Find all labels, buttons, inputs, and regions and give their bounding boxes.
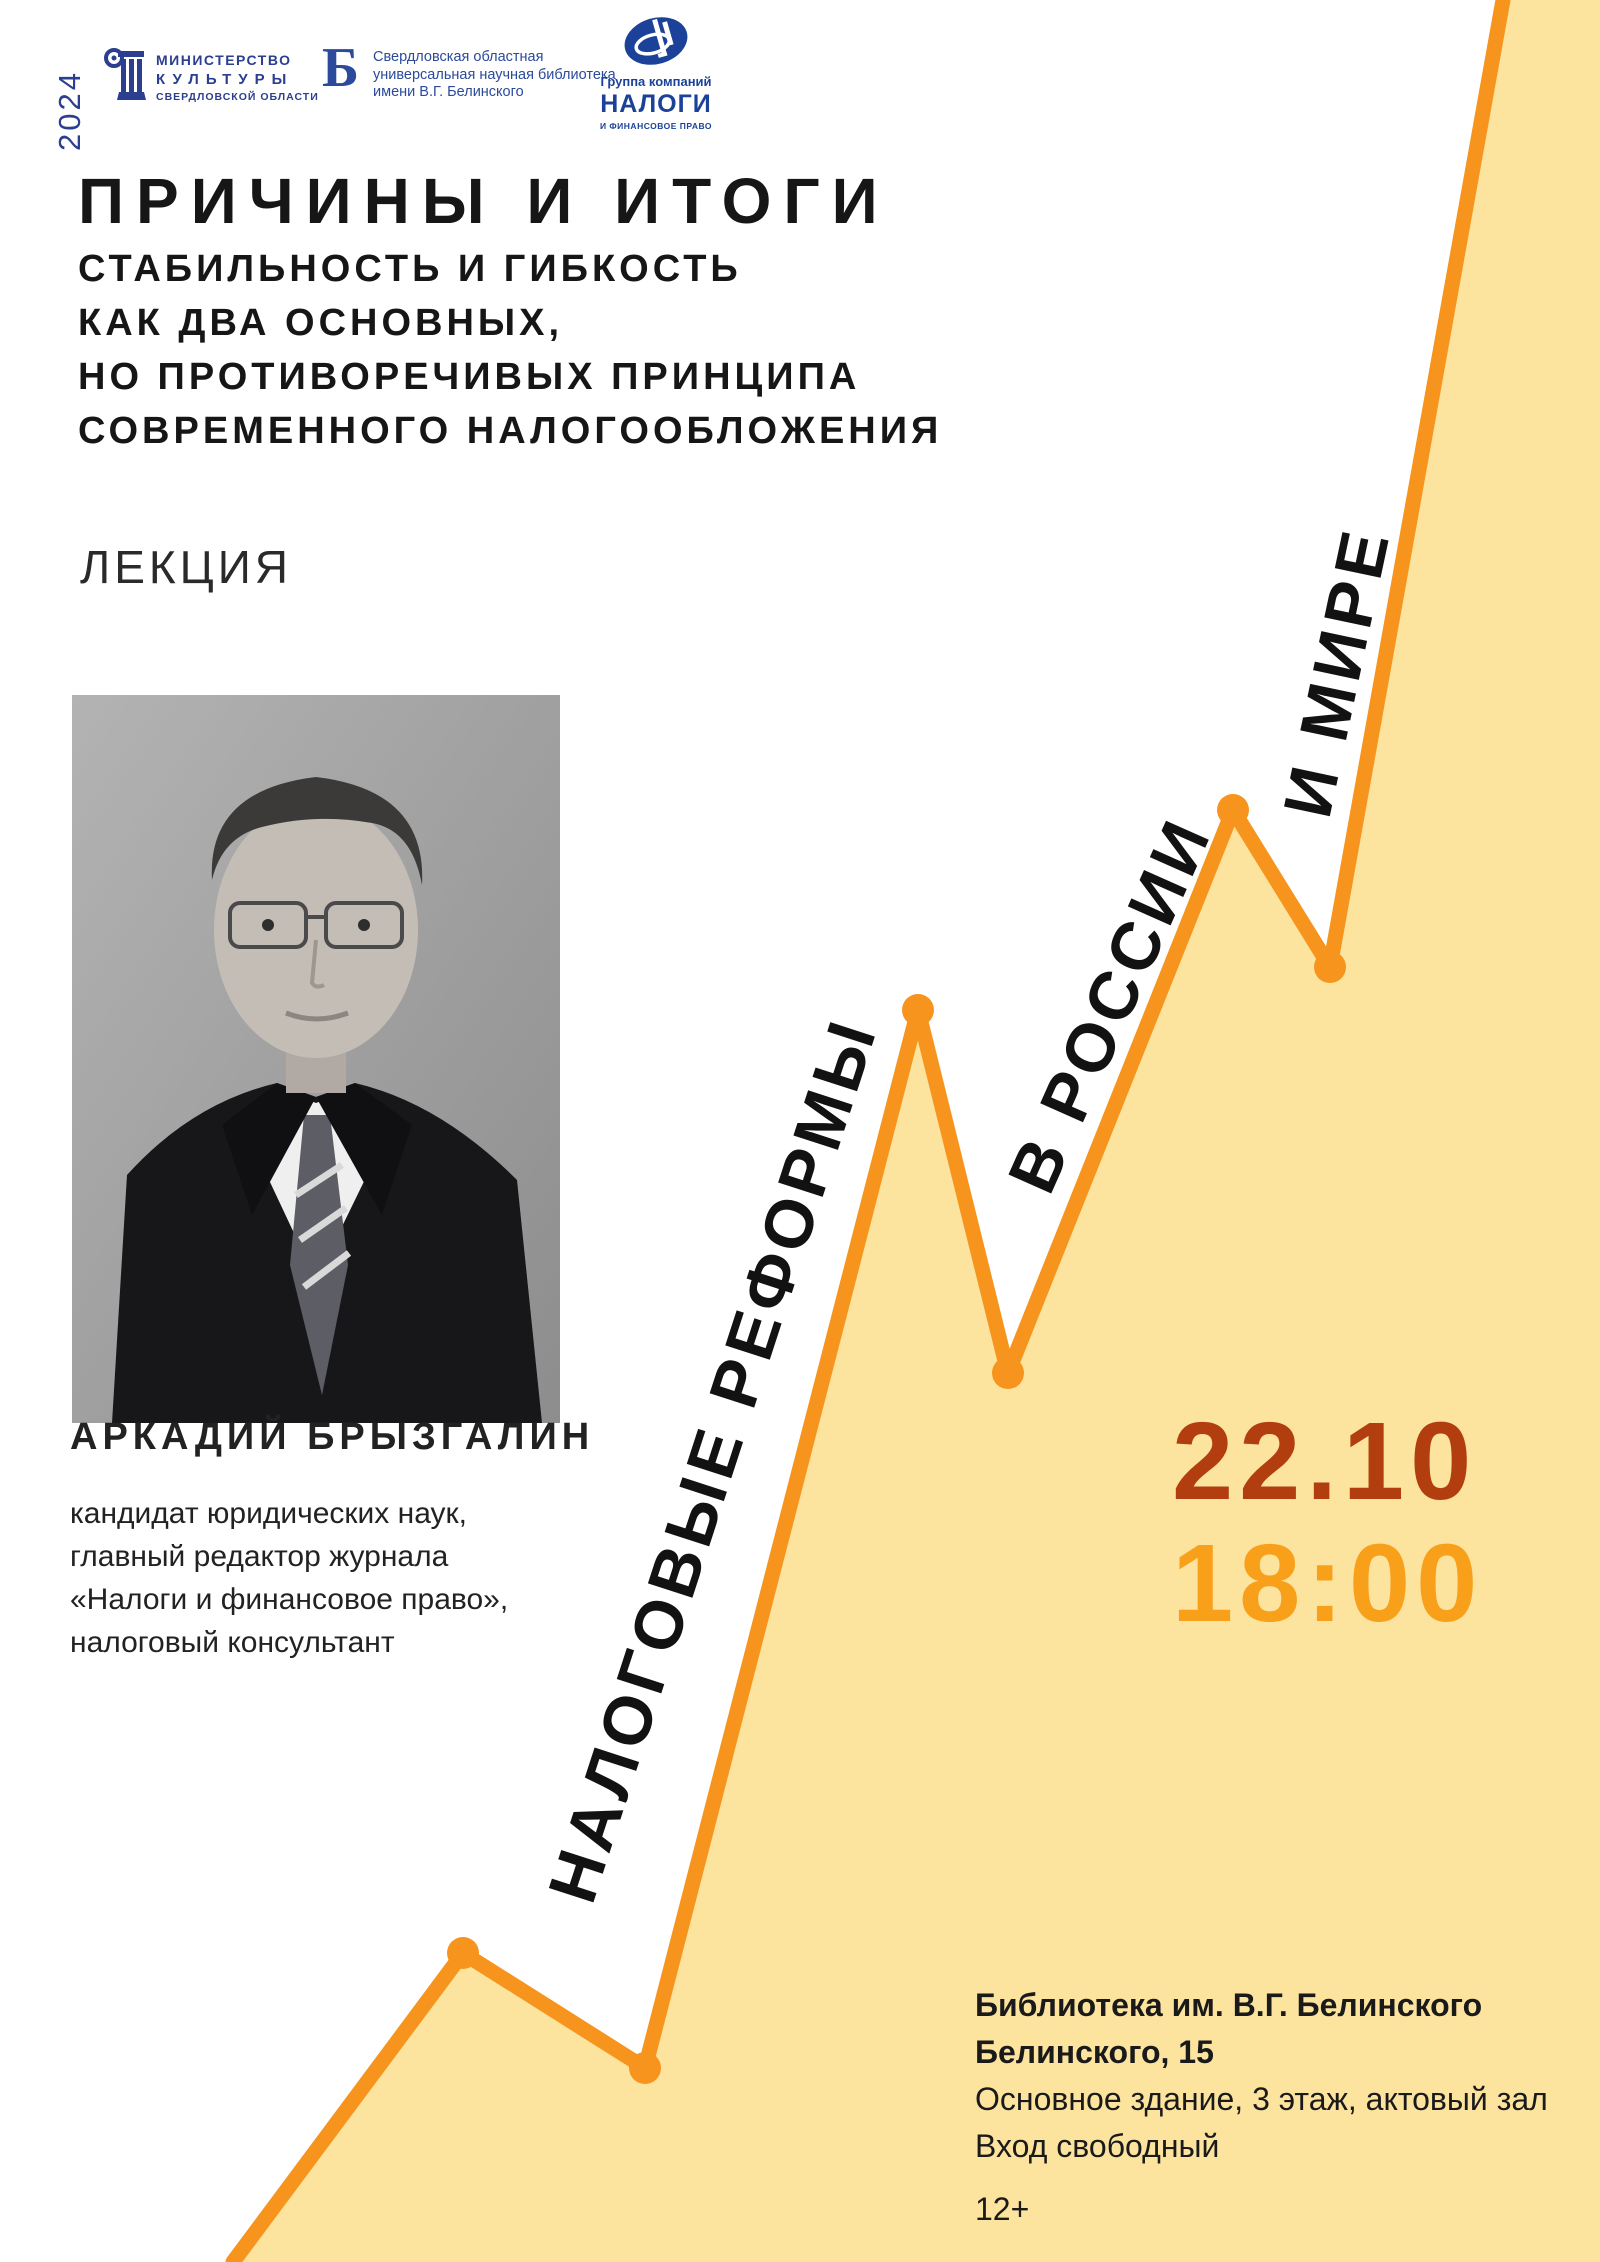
- year-label: 2024: [52, 70, 87, 151]
- venue-block: Библиотека им. В.Г. Белинского Белинског…: [975, 1982, 1548, 2233]
- event-type-label: ЛЕКЦИЯ: [80, 541, 292, 593]
- venue-address: Белинского, 15: [975, 2034, 1214, 2070]
- age-rating-badge: 12+: [975, 2191, 1030, 2227]
- event-time: 18:00: [1172, 1522, 1484, 1645]
- ministry-line2: КУЛЬТУРЫ: [156, 71, 294, 88]
- subtitle-line4: СОВРЕМЕННОГО НАЛОГООБЛОЖЕНИЯ: [78, 410, 943, 452]
- nalogi-line3: И ФИНАНСОВОЕ ПРАВО: [599, 121, 713, 131]
- library-line3: имени В.Г. Белинского: [373, 84, 524, 100]
- chart-dots: [447, 794, 1346, 2084]
- chart-dot: [1314, 951, 1346, 983]
- library-line1: Свердловская областная: [373, 49, 544, 65]
- subtitle-line3: НО ПРОТИВОРЕЧИВЫХ ПРИНЦИПА: [78, 356, 861, 398]
- event-date: 22.10: [1172, 1400, 1478, 1523]
- speaker-bio: кандидат юридических наук, главный редак…: [70, 1492, 508, 1664]
- nalogi-line1: Группа компаний: [600, 74, 712, 89]
- speaker-bio-line4: налоговый консультант: [70, 1626, 395, 1659]
- chart-dot: [629, 2052, 661, 2084]
- nalogi-emblem-icon: [624, 17, 688, 65]
- portrait-image: [72, 695, 560, 1423]
- chart-dot: [1217, 794, 1249, 826]
- ministry-of-culture-logo: МИНИСТЕРСТВО КУЛЬТУРЫ СВЕРДЛОВСКОЙ ОБЛАС…: [104, 44, 319, 104]
- nalogi-line2: НАЛОГИ: [600, 90, 712, 118]
- belinsky-library-logo: Б Свердловская областная универсальная н…: [322, 37, 616, 102]
- library-b-icon: Б: [322, 37, 360, 99]
- portrait-photo: [72, 695, 560, 1423]
- nalogi-group-logo: Группа компаний НАЛОГИ И ФИНАНСОВОЕ ПРАВ…: [588, 12, 724, 131]
- subtitle-line1: СТАБИЛЬНОСТЬ И ГИБКОСТЬ: [78, 248, 742, 290]
- library-line2: универсальная научная библиотека: [373, 66, 616, 83]
- ministry-line3: СВЕРДЛОВСКОЙ ОБЛАСТИ: [156, 91, 319, 103]
- venue-details: Основное здание, 3 этаж, актовый зал: [975, 2081, 1548, 2117]
- speaker-bio-line2: главный редактор журнала: [70, 1540, 449, 1573]
- column-icon: [104, 48, 146, 100]
- venue-entry: Вход свободный: [975, 2128, 1220, 2164]
- chart-line: [225, 0, 1511, 2262]
- chart-area-fill: [233, 0, 1600, 2262]
- page-title: ПРИЧИНЫ И ИТОГИ: [78, 165, 890, 237]
- chart-dot: [447, 1937, 479, 1969]
- subtitle-line2: КАК ДВА ОСНОВНЫХ,: [78, 302, 563, 344]
- ministry-line1: МИНИСТЕРСТВО: [156, 52, 292, 68]
- speaker-name: АРКАДИЙ БРЫЗГАЛИН: [70, 1416, 595, 1458]
- speaker-bio-line3: «Налоги и финансовое право»,: [70, 1583, 509, 1616]
- chart-dot: [902, 994, 934, 1026]
- venue-name: Библиотека им. В.Г. Белинского: [975, 1987, 1483, 2023]
- chart-dot: [992, 1357, 1024, 1389]
- speaker-bio-line1: кандидат юридических наук,: [70, 1497, 468, 1530]
- subtitle: СТАБИЛЬНОСТЬ И ГИБКОСТЬ КАК ДВА ОСНОВНЫХ…: [78, 242, 942, 458]
